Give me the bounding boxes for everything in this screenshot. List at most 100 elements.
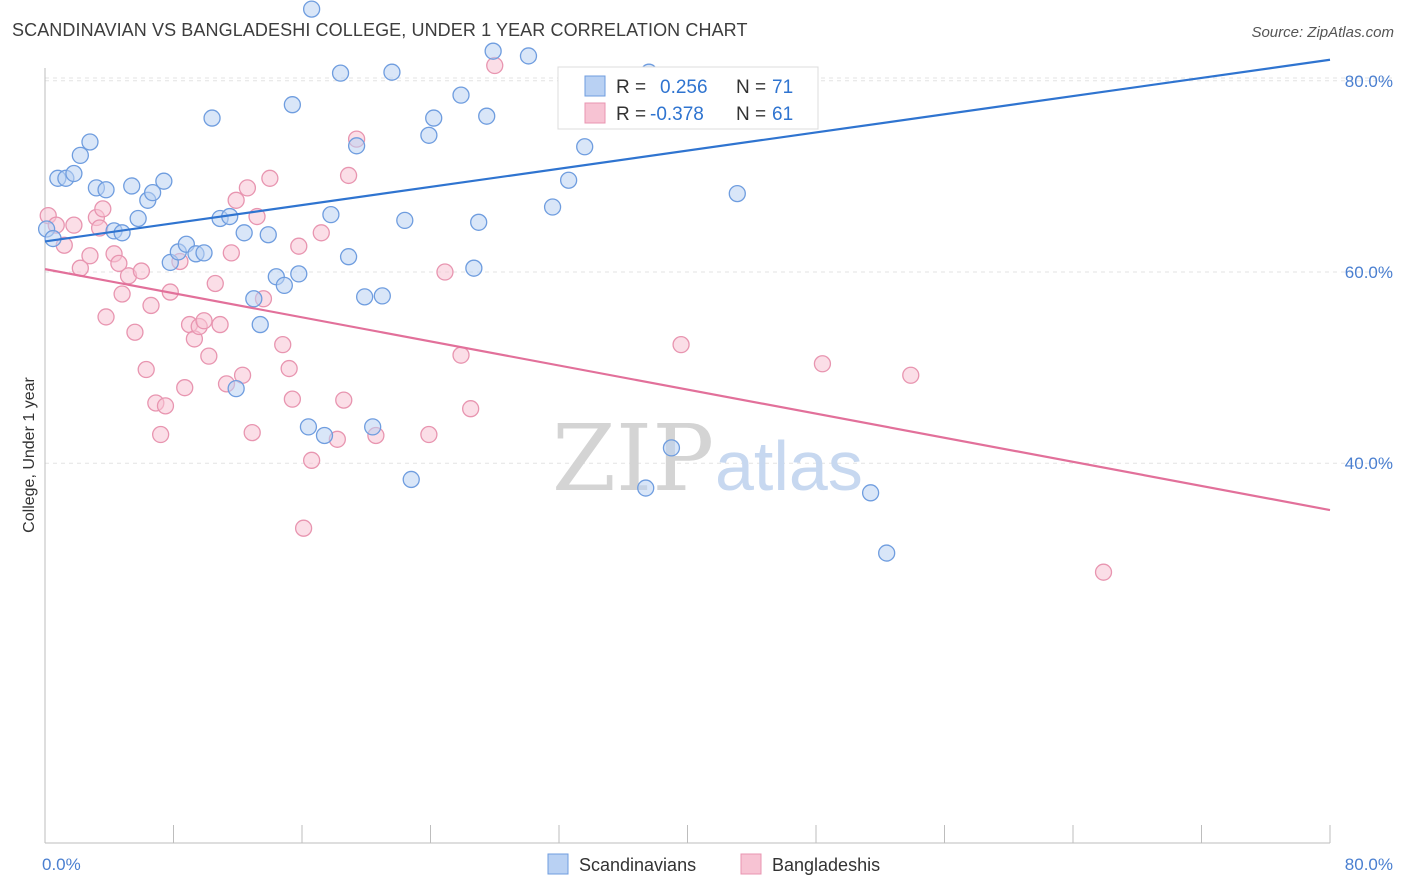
y-tick-label: 60.0%: [1345, 263, 1393, 282]
scandinavians-trend-line: [44, 58, 1331, 243]
bangladeshis-point: [420, 425, 438, 444]
scandinavians-point: [331, 64, 350, 82]
legend-bottom-swatch-pink: [740, 853, 762, 875]
scandinavians-point: [81, 133, 99, 151]
scandinavians-point: [861, 484, 880, 502]
bangladeshis-point: [452, 346, 470, 364]
scandinavians-point: [97, 181, 115, 199]
scandinavians-point: [559, 171, 578, 189]
scandinavians-point: [315, 426, 334, 445]
bangladeshis-point: [142, 296, 160, 315]
bangladeshis-point: [486, 56, 504, 75]
scandinavians-point: [470, 213, 488, 231]
bangladeshis-point: [290, 237, 308, 255]
x-tick-label: 80.0%: [1345, 855, 1393, 874]
y-tick-labels: 40.0%60.0%80.0%100.0%: [1345, 72, 1393, 473]
watermark-zip: ZIP: [552, 405, 714, 512]
scandinavians-point: [259, 226, 277, 244]
bangladeshis-point: [436, 263, 454, 281]
watermark-atlas: atlas: [715, 427, 863, 505]
bangladeshis-point: [110, 254, 128, 273]
bangladeshis-point: [126, 323, 144, 341]
bangladeshis-point: [238, 179, 257, 197]
scandinavians-point: [195, 244, 213, 262]
legend-n-label-2: N =: [736, 104, 766, 125]
bangladeshis-point: [94, 200, 112, 218]
scandinavians-point: [484, 42, 502, 60]
scandinavians-point: [465, 259, 483, 277]
scandinavians-point: [283, 96, 302, 114]
bangladeshis-point: [65, 216, 83, 234]
bangladeshis-point: [672, 336, 690, 354]
scandinavians-point: [878, 544, 896, 562]
scandinavians-point: [299, 418, 318, 436]
legend-n-value-1: 71: [772, 77, 793, 98]
legend-top: R = 0.256 N = 71 R = -0.378 N = 61: [557, 66, 819, 130]
bangladeshis-point: [302, 451, 321, 469]
bangladeshis-point: [280, 359, 298, 378]
source-label: Source: ZipAtlas.com: [1251, 24, 1394, 41]
chart-title: SCANDINAVIAN VS BANGLADESHI COLLEGE, UND…: [12, 20, 748, 40]
scandinavians-points: [37, 0, 896, 562]
y-tick-label: 80.0%: [1345, 72, 1393, 91]
scandinavians-point: [251, 315, 269, 334]
bangladeshis-point: [151, 425, 170, 444]
scandinavians-point: [662, 439, 681, 457]
legend-swatch-blue: [584, 75, 606, 97]
scandinavians-point: [355, 288, 374, 306]
bangladeshis-point: [813, 355, 832, 373]
scandinavians-point: [113, 224, 131, 242]
bangladeshis-point: [902, 366, 920, 384]
legend-bottom: Scandinavians Bangladeshis: [547, 853, 880, 875]
scandinavians-point: [227, 379, 245, 398]
scandinavians-point: [302, 0, 321, 18]
scandinavians-point: [637, 479, 655, 497]
scandinavians-point: [519, 47, 538, 65]
legend-r-value-2: -0.378: [650, 104, 704, 125]
bangladeshis-point: [294, 519, 313, 537]
bangladeshis-point: [206, 274, 224, 293]
scandinavians-point: [425, 109, 443, 127]
bangladeshis-point: [200, 347, 218, 365]
scandinavians-point: [402, 470, 420, 489]
axes: [44, 68, 1331, 844]
scandinavians-point: [129, 209, 147, 228]
legend-swatch-pink: [584, 102, 606, 124]
bangladeshis-point: [137, 360, 155, 379]
scandinavians-point: [245, 290, 263, 308]
scandinavians-point: [543, 198, 562, 216]
scandinavians-point: [235, 224, 253, 242]
bangladeshis-trend-line: [44, 268, 1331, 512]
bangladeshis-point: [132, 262, 151, 280]
scandinavians-point: [364, 418, 382, 436]
bangladeshis-point: [156, 397, 175, 415]
bangladeshis-point: [312, 224, 330, 242]
legend-n-label-1: N =: [736, 77, 766, 98]
bangladeshis-point: [222, 244, 240, 262]
scandinavians-point: [396, 211, 414, 230]
legend-r-label-2: R =: [616, 104, 646, 125]
bangladeshis-point: [97, 308, 115, 326]
scandinavians-point: [383, 63, 401, 81]
bangladeshis-point: [113, 285, 131, 303]
scandinavians-point: [123, 177, 141, 195]
bangladeshis-point: [211, 315, 229, 334]
scandinavians-point: [322, 205, 340, 224]
legend-n-value-2: 61: [772, 104, 793, 125]
bangladeshis-point: [274, 336, 292, 354]
bangladeshis-point: [339, 166, 358, 185]
bangladeshis-point: [227, 191, 245, 209]
bangladeshis-point: [1094, 563, 1113, 581]
scandinavians-point: [203, 109, 221, 127]
scandinavians-point: [71, 146, 89, 165]
bangladeshis-point: [335, 391, 353, 409]
bangladeshis-point: [261, 169, 279, 187]
bangladeshis-points: [39, 56, 1113, 581]
scandinavians-point: [420, 126, 438, 144]
legend-bottom-swatch-blue: [547, 853, 569, 875]
scandinavians-point: [65, 164, 83, 183]
y-tick-label: 40.0%: [1345, 454, 1393, 473]
x-tick-labels: 0.0% 80.0%: [42, 855, 1393, 874]
bangladeshis-point: [195, 312, 213, 330]
